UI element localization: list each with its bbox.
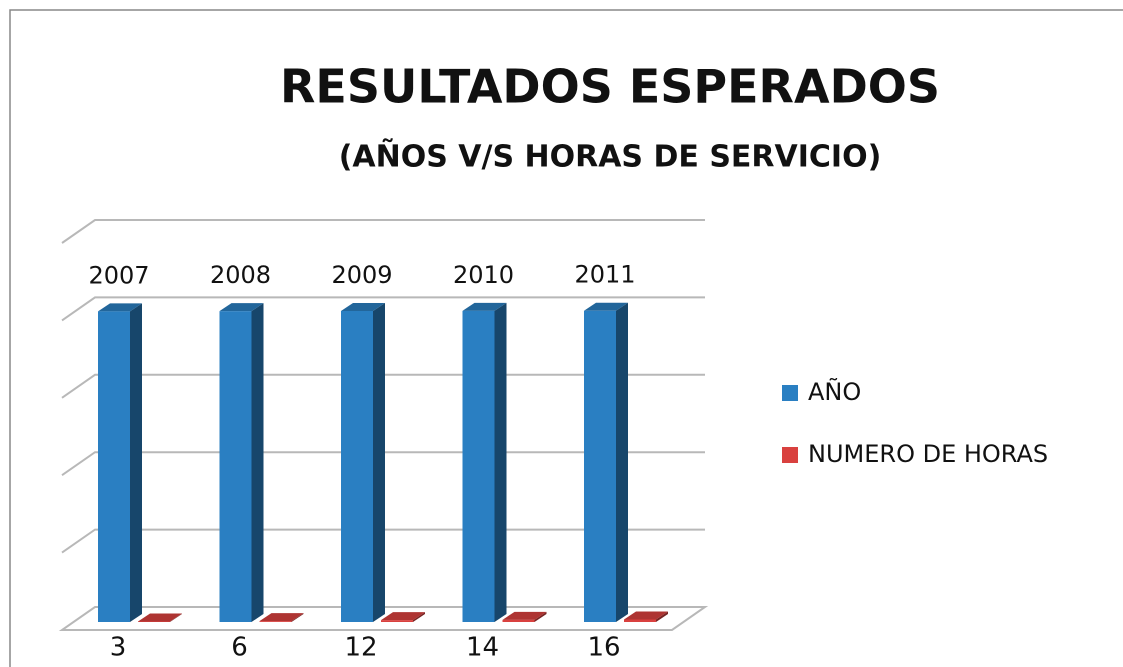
bar-face — [251, 303, 264, 622]
bar — [381, 612, 425, 622]
bar-face — [259, 621, 292, 622]
x-tick-label: 12 — [344, 633, 377, 663]
bar-face — [534, 611, 547, 622]
grid-line — [61, 296, 705, 322]
bar-face — [98, 311, 130, 622]
bar-face — [341, 303, 385, 312]
chart-border — [9, 9, 1123, 667]
bar-face — [462, 302, 507, 311]
bar-face — [413, 612, 425, 622]
legend-label: AÑO — [808, 376, 861, 406]
data-label: 2011 — [574, 261, 635, 289]
bar-face — [341, 311, 373, 622]
bar-face — [502, 611, 547, 620]
x-tick-label: 14 — [466, 633, 499, 663]
x-tick-label: 16 — [587, 633, 620, 663]
bar-face — [624, 611, 668, 620]
bar — [502, 611, 547, 622]
bar-face — [219, 311, 252, 622]
bar-face — [656, 611, 668, 622]
bar — [219, 303, 264, 622]
grid-line — [58, 606, 709, 631]
bar — [341, 303, 385, 622]
bar — [462, 302, 507, 622]
bar — [584, 302, 628, 622]
data-label: 2008 — [210, 261, 271, 289]
bar-face — [494, 302, 507, 622]
chart-title: RESULTADOS ESPERADOS — [280, 60, 940, 114]
data-label: 2010 — [453, 261, 514, 289]
data-label: 2009 — [331, 261, 392, 289]
data-label: 2007 — [88, 261, 149, 289]
x-tick-label: 3 — [110, 633, 127, 663]
legend-label: NUMERO DE HORAS — [808, 440, 1048, 468]
bar-face — [502, 619, 535, 622]
grid-line — [61, 219, 705, 244]
bar-face — [381, 612, 425, 621]
bar-face — [462, 310, 495, 622]
legend-swatch — [782, 385, 798, 401]
bar-face — [219, 303, 264, 312]
bar — [259, 613, 304, 622]
bar-face — [291, 613, 304, 622]
bar-face — [170, 613, 182, 622]
bar — [98, 303, 142, 622]
bar-face — [616, 302, 628, 622]
bar-face — [584, 310, 616, 622]
bar-face — [624, 619, 656, 622]
bar-face — [381, 620, 413, 622]
bar-face — [138, 613, 182, 622]
bar-face — [98, 303, 142, 312]
bar-face — [130, 303, 142, 622]
bar — [624, 611, 668, 622]
x-tick-label: 6 — [231, 633, 248, 663]
bar — [138, 613, 182, 622]
legend-swatch — [782, 447, 798, 463]
bar-face — [373, 303, 385, 622]
bar-face — [584, 302, 628, 311]
bar-face — [259, 613, 304, 622]
chart-subtitle: (AÑOS V/S HORAS DE SERVICIO) — [339, 138, 882, 175]
